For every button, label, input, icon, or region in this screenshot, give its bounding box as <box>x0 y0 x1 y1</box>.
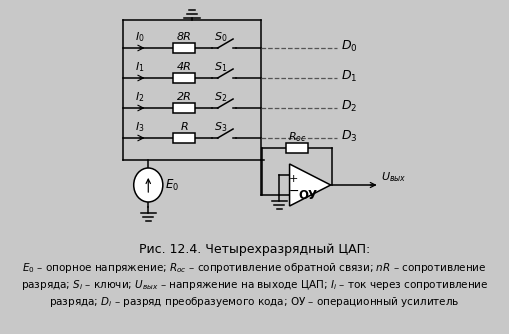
Text: $I_2$: $I_2$ <box>135 90 145 104</box>
Text: $U_{вых}$: $U_{вых}$ <box>381 170 407 184</box>
Text: $S_3$: $S_3$ <box>214 120 228 134</box>
Text: $D_2$: $D_2$ <box>341 99 357 114</box>
Polygon shape <box>290 164 331 206</box>
Text: R: R <box>180 122 188 132</box>
Text: Рис. 12.4. Четырехразрядный ЦАП:: Рис. 12.4. Четырехразрядный ЦАП: <box>139 243 370 257</box>
Text: $S_0$: $S_0$ <box>214 30 228 44</box>
Text: $E_0$: $E_0$ <box>165 177 180 192</box>
Bar <box>173 103 195 113</box>
Text: 2R: 2R <box>177 92 192 102</box>
Text: $I_1$: $I_1$ <box>135 60 145 74</box>
Text: $R_{ос}$: $R_{ос}$ <box>288 130 306 144</box>
Text: $D_0$: $D_0$ <box>341 38 358 53</box>
Bar <box>173 43 195 53</box>
Text: 4R: 4R <box>177 62 192 72</box>
Text: $I_0$: $I_0$ <box>135 30 145 44</box>
Text: разряда; $S_i$ – ключи; $U_{вых}$ – напряжение на выходе ЦАП; $I_i$ – ток через : разряда; $S_i$ – ключи; $U_{вых}$ – напр… <box>21 278 488 292</box>
Text: $S_2$: $S_2$ <box>214 90 228 104</box>
Circle shape <box>134 168 163 202</box>
Bar <box>286 143 308 153</box>
Text: $I_3$: $I_3$ <box>135 120 145 134</box>
Bar <box>173 133 195 143</box>
Text: $D_1$: $D_1$ <box>341 68 357 84</box>
Text: +: + <box>289 174 299 184</box>
Text: $S_1$: $S_1$ <box>214 60 228 74</box>
Text: $E_0$ – опорное напряжение; $R_{ос}$ – сопротивление обратной связи; $nR$ – сопр: $E_0$ – опорное напряжение; $R_{ос}$ – с… <box>22 261 487 275</box>
Text: $D_3$: $D_3$ <box>341 129 357 144</box>
Text: ОУ: ОУ <box>299 188 318 201</box>
Bar <box>173 73 195 83</box>
Text: −: − <box>289 184 299 197</box>
Text: разряда; $D_i$ – разряд преобразуемого кода; ОУ – операционный усилитель: разряда; $D_i$ – разряд преобразуемого к… <box>49 295 460 309</box>
Text: 8R: 8R <box>177 32 192 42</box>
